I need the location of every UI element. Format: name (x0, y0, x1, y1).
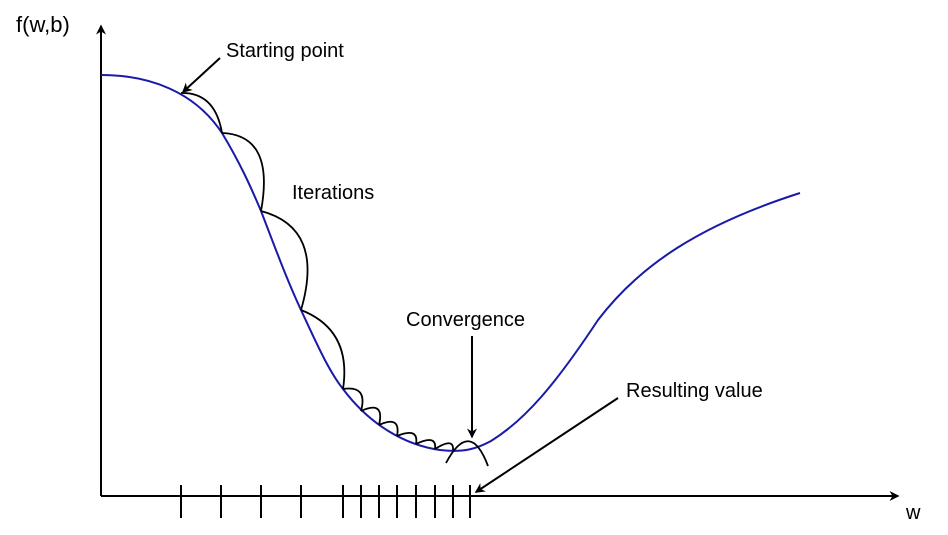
iteration-arc (300, 309, 346, 390)
y-axis-label: f(w,b) (16, 12, 70, 37)
iteration-arc (378, 420, 399, 437)
axes (96, 24, 900, 501)
labels: f(w,b) w Starting point Iterations Conve… (16, 12, 921, 524)
iteration-arc (396, 432, 418, 445)
annotation-arrows (181, 57, 619, 493)
iteration-steps (180, 92, 489, 467)
resulting-value-arrow (474, 397, 619, 493)
starting-point-label: Starting point (226, 40, 344, 62)
iteration-arc (434, 442, 454, 451)
cost-curve (100, 74, 801, 452)
convergence-label: Convergence (406, 309, 525, 331)
iteration-arc (180, 92, 223, 134)
iteration-arc (360, 406, 382, 426)
iteration-arc (260, 210, 309, 311)
iterations-label: Iterations (292, 182, 374, 204)
iteration-arc (415, 439, 437, 450)
iteration-arc (221, 132, 265, 212)
resulting-value-label: Resulting value (626, 380, 763, 402)
x-axis-label: w (905, 502, 921, 524)
iteration-arc (445, 440, 489, 467)
starting-point-arrow (181, 57, 221, 94)
iteration-ticks (180, 485, 471, 518)
iteration-arc (342, 387, 364, 412)
